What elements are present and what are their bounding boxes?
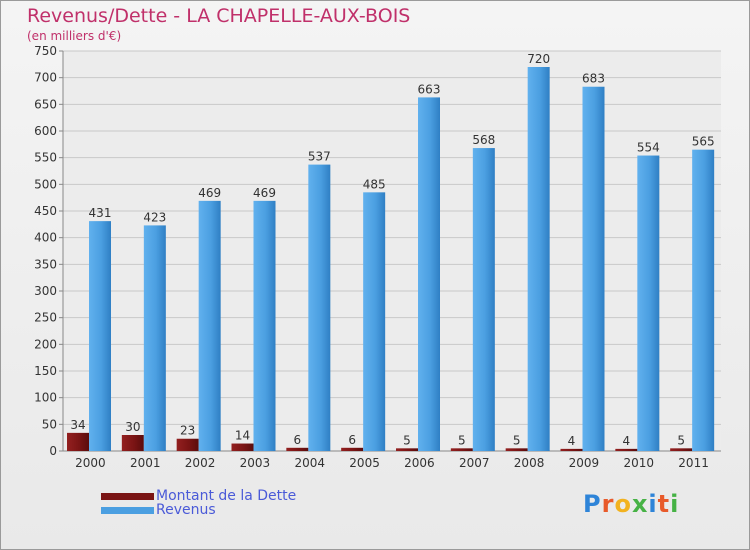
bar-dette [396, 448, 418, 451]
legend-item-dette: Montant de la Dette [101, 488, 296, 504]
bar-dette [231, 443, 254, 451]
x-tick-label: 2008 [514, 456, 545, 470]
bar-revenus [253, 200, 276, 451]
y-tick-label: 750 [34, 44, 57, 58]
y-tick-label: 450 [34, 204, 57, 218]
bar-revenus [527, 67, 550, 451]
data-label-dette: 4 [568, 434, 576, 448]
legend-swatch-revenus [101, 506, 154, 514]
logo-letter: x [631, 490, 649, 518]
x-tick-label: 2000 [75, 456, 106, 470]
legend-swatch-dette [101, 492, 154, 500]
y-tick-label: 400 [34, 231, 57, 245]
bar-revenus [692, 149, 715, 451]
data-label-dette: 23 [180, 424, 195, 438]
data-label-dette: 5 [403, 433, 411, 447]
bar-dette [341, 447, 364, 451]
data-label-dette: 5 [513, 433, 521, 447]
y-tick-label: 500 [34, 177, 57, 191]
legend-label-revenus: Revenus [156, 502, 216, 518]
bar-revenus [582, 86, 605, 451]
data-label-revenus: 720 [527, 52, 550, 66]
bar-dette [670, 448, 693, 451]
x-tick-label: 2011 [678, 456, 709, 470]
data-label-dette: 4 [623, 434, 631, 448]
x-tick-label: 2009 [569, 456, 600, 470]
y-tick-label: 350 [34, 257, 57, 271]
y-tick-label: 300 [34, 284, 57, 298]
x-tick-label: 2003 [240, 456, 271, 470]
bar-dette [505, 448, 528, 451]
logo-letter: i [670, 490, 680, 518]
logo-letter: t [657, 490, 671, 518]
bar-revenus [198, 200, 221, 451]
y-tick-label: 650 [34, 97, 57, 111]
bar-dette [286, 447, 309, 451]
y-tick-label: 150 [34, 364, 57, 378]
legend-label-dette: Montant de la Dette [156, 488, 297, 504]
bar-dette [176, 438, 199, 451]
logo-letter: P [583, 490, 602, 518]
bar-revenus [637, 155, 660, 452]
y-tick-label: 200 [34, 337, 57, 351]
data-label-dette: 30 [125, 420, 140, 434]
data-label-dette: 5 [458, 433, 466, 447]
logo-letter: o [614, 490, 632, 518]
logo-letter: i [648, 490, 658, 518]
data-label-revenus: 554 [637, 141, 660, 155]
data-label-revenus: 568 [472, 133, 495, 147]
x-tick-label: 2007 [459, 456, 490, 470]
data-label-revenus: 683 [582, 72, 605, 86]
chart-subtitle: (en milliers d'€) [27, 29, 122, 43]
bar-dette [560, 448, 583, 451]
y-tick-label: 0 [49, 444, 57, 458]
y-tick-label: 50 [42, 417, 57, 431]
bar-revenus [308, 164, 331, 451]
bar-revenus [363, 192, 386, 452]
data-label-revenus: 469 [198, 186, 221, 200]
chart-title: Revenus/Dette - LA CHAPELLE-AUX-BOIS [27, 5, 411, 27]
x-tick-label: 2004 [294, 456, 325, 470]
data-label-revenus: 537 [308, 150, 331, 164]
data-label-revenus: 565 [692, 135, 715, 149]
bar-dette [67, 432, 89, 451]
data-label-revenus: 663 [418, 82, 441, 96]
y-tick-label: 700 [34, 71, 57, 85]
bar-dette [121, 435, 144, 451]
bar-revenus [418, 97, 440, 452]
bar-dette [615, 448, 638, 451]
y-tick-label: 600 [34, 124, 57, 138]
logo-letter: r [601, 490, 615, 518]
data-label-dette: 5 [677, 433, 685, 447]
data-label-revenus: 423 [143, 210, 166, 224]
x-tick-label: 2001 [130, 456, 161, 470]
data-label-dette: 14 [235, 429, 250, 443]
legend-item-revenus: Revenus [101, 502, 216, 518]
data-label-revenus: 431 [89, 206, 112, 220]
y-tick-label: 250 [34, 311, 57, 325]
proxiti-logo: Proxiti [583, 490, 679, 518]
data-label-revenus: 485 [363, 177, 386, 191]
data-label-dette: 6 [348, 433, 356, 447]
bar-revenus [472, 148, 495, 452]
x-tick-label: 2002 [185, 456, 216, 470]
y-tick-label: 550 [34, 151, 57, 165]
data-label-dette: 34 [70, 418, 85, 432]
plot-area [63, 51, 721, 451]
bar-revenus [89, 221, 111, 451]
data-label-dette: 6 [294, 433, 302, 447]
bar-revenus [143, 225, 166, 451]
x-tick-label: 2005 [349, 456, 380, 470]
bar-dette [450, 448, 473, 451]
x-tick-label: 2006 [404, 456, 435, 470]
x-tick-label: 2010 [623, 456, 654, 470]
y-tick-label: 100 [34, 391, 57, 405]
data-label-revenus: 469 [253, 186, 276, 200]
